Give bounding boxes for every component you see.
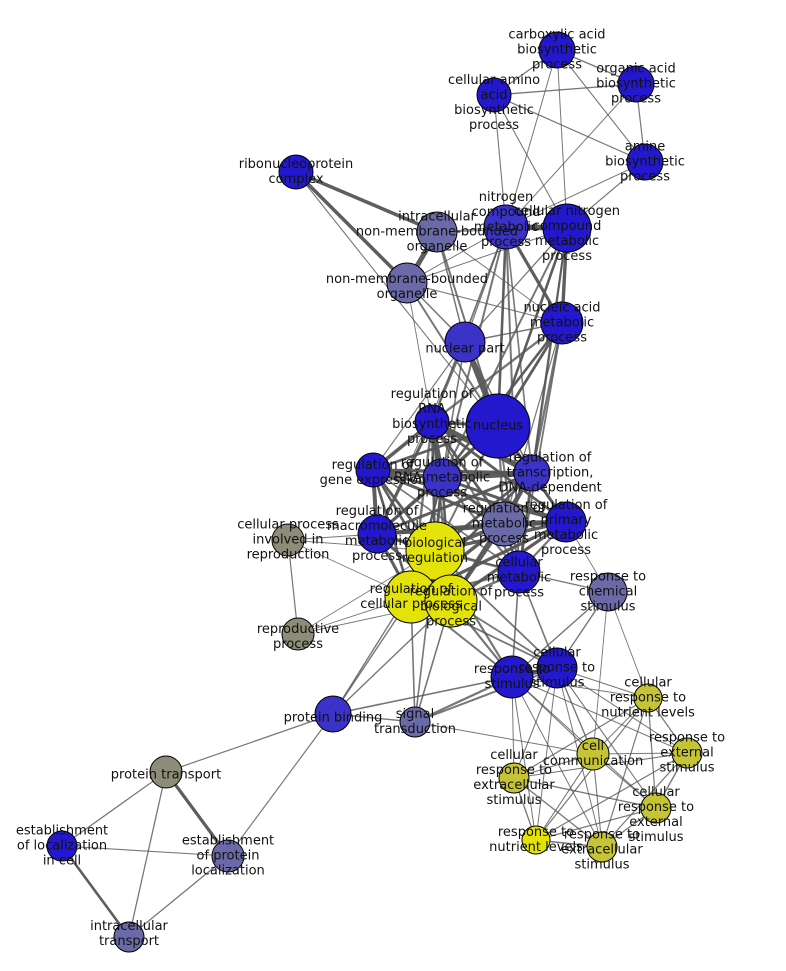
graph-edge	[493, 94, 646, 163]
graph-node[interactable]	[444, 321, 486, 363]
graph-node[interactable]	[576, 737, 610, 771]
graph-node[interactable]	[416, 211, 458, 253]
graph-node[interactable]	[640, 792, 672, 824]
graph-edge	[513, 777, 603, 848]
graph-edge	[556, 49, 568, 229]
graph-edge	[505, 161, 646, 228]
graph-edge	[61, 845, 229, 857]
graph-node[interactable]	[671, 737, 703, 769]
nodes-group	[46, 31, 703, 953]
graph-node[interactable]	[314, 695, 352, 733]
graph-edge	[332, 600, 452, 715]
graph-node[interactable]	[498, 762, 530, 794]
graph-node[interactable]	[617, 65, 655, 103]
graph-node[interactable]	[271, 523, 305, 557]
graph-edge	[535, 752, 688, 841]
graph-node[interactable]	[476, 77, 512, 113]
graph-edge	[535, 753, 594, 841]
graph-edge	[493, 83, 637, 96]
graph-edge	[165, 713, 334, 773]
graph-edge	[511, 676, 688, 754]
graph-edge	[464, 227, 568, 343]
graph-edge	[511, 676, 537, 841]
graph-node[interactable]	[536, 647, 578, 689]
graph-node[interactable]	[513, 454, 551, 492]
graph-edge	[513, 777, 657, 809]
graph-edge	[128, 771, 167, 938]
graph-edge	[505, 83, 637, 228]
graph-node[interactable]	[424, 574, 478, 628]
graph-edge	[436, 231, 563, 324]
graph-node[interactable]	[465, 393, 531, 459]
graph-node[interactable]	[211, 839, 245, 873]
graph-edge	[535, 807, 657, 841]
graph-edge	[61, 771, 167, 847]
graph-edge	[372, 341, 466, 471]
graph-edge	[535, 667, 558, 841]
graph-node[interactable]	[422, 458, 462, 498]
graph-node[interactable]	[588, 572, 628, 612]
graph-node[interactable]	[490, 655, 534, 699]
graph-node[interactable]	[357, 514, 397, 554]
graph-edge	[511, 676, 649, 699]
graph-edge	[164, 770, 230, 858]
graph-edge	[371, 468, 568, 524]
graph-edge	[496, 226, 569, 428]
graph-node[interactable]	[355, 452, 391, 488]
graph-node[interactable]	[538, 31, 576, 69]
graph-edge	[294, 170, 439, 234]
graph-edge	[406, 227, 568, 284]
graph-edge	[414, 721, 594, 755]
graph-node[interactable]	[483, 204, 529, 250]
graph-node[interactable]	[278, 154, 314, 190]
graph-node[interactable]	[521, 825, 551, 855]
graph-edge	[601, 697, 649, 848]
graph-node[interactable]	[497, 550, 541, 594]
graph-edge	[294, 170, 409, 285]
graph-edge	[128, 855, 229, 938]
graph-edge	[556, 49, 646, 163]
graph-node[interactable]	[113, 921, 145, 953]
graph-edge	[60, 844, 131, 939]
graph-edge	[513, 697, 649, 779]
graph-node[interactable]	[545, 501, 587, 543]
graph-node[interactable]	[540, 301, 584, 345]
graph-edge	[496, 225, 508, 428]
graph-edge	[511, 676, 603, 848]
graph-node[interactable]	[626, 143, 664, 181]
graph-edge	[556, 667, 688, 754]
graph-node[interactable]	[586, 831, 618, 863]
graph-edge	[493, 94, 568, 229]
graph-node[interactable]	[46, 830, 78, 862]
graph-edge	[592, 591, 609, 755]
graph-node[interactable]	[399, 706, 431, 738]
graph-node[interactable]	[281, 617, 315, 651]
graph-edge	[441, 341, 466, 479]
graph-node[interactable]	[481, 501, 527, 547]
graph-edge	[227, 713, 334, 857]
graph-node[interactable]	[633, 683, 663, 713]
graph-edge	[414, 667, 558, 723]
graph-edge	[505, 49, 558, 228]
edges-group	[60, 49, 688, 939]
graph-node[interactable]	[542, 203, 592, 253]
graph-edge	[332, 676, 513, 715]
graph-node[interactable]	[149, 755, 183, 789]
graph-node[interactable]	[386, 262, 428, 304]
graph-edge	[556, 667, 657, 809]
graph-node[interactable]	[414, 404, 450, 440]
